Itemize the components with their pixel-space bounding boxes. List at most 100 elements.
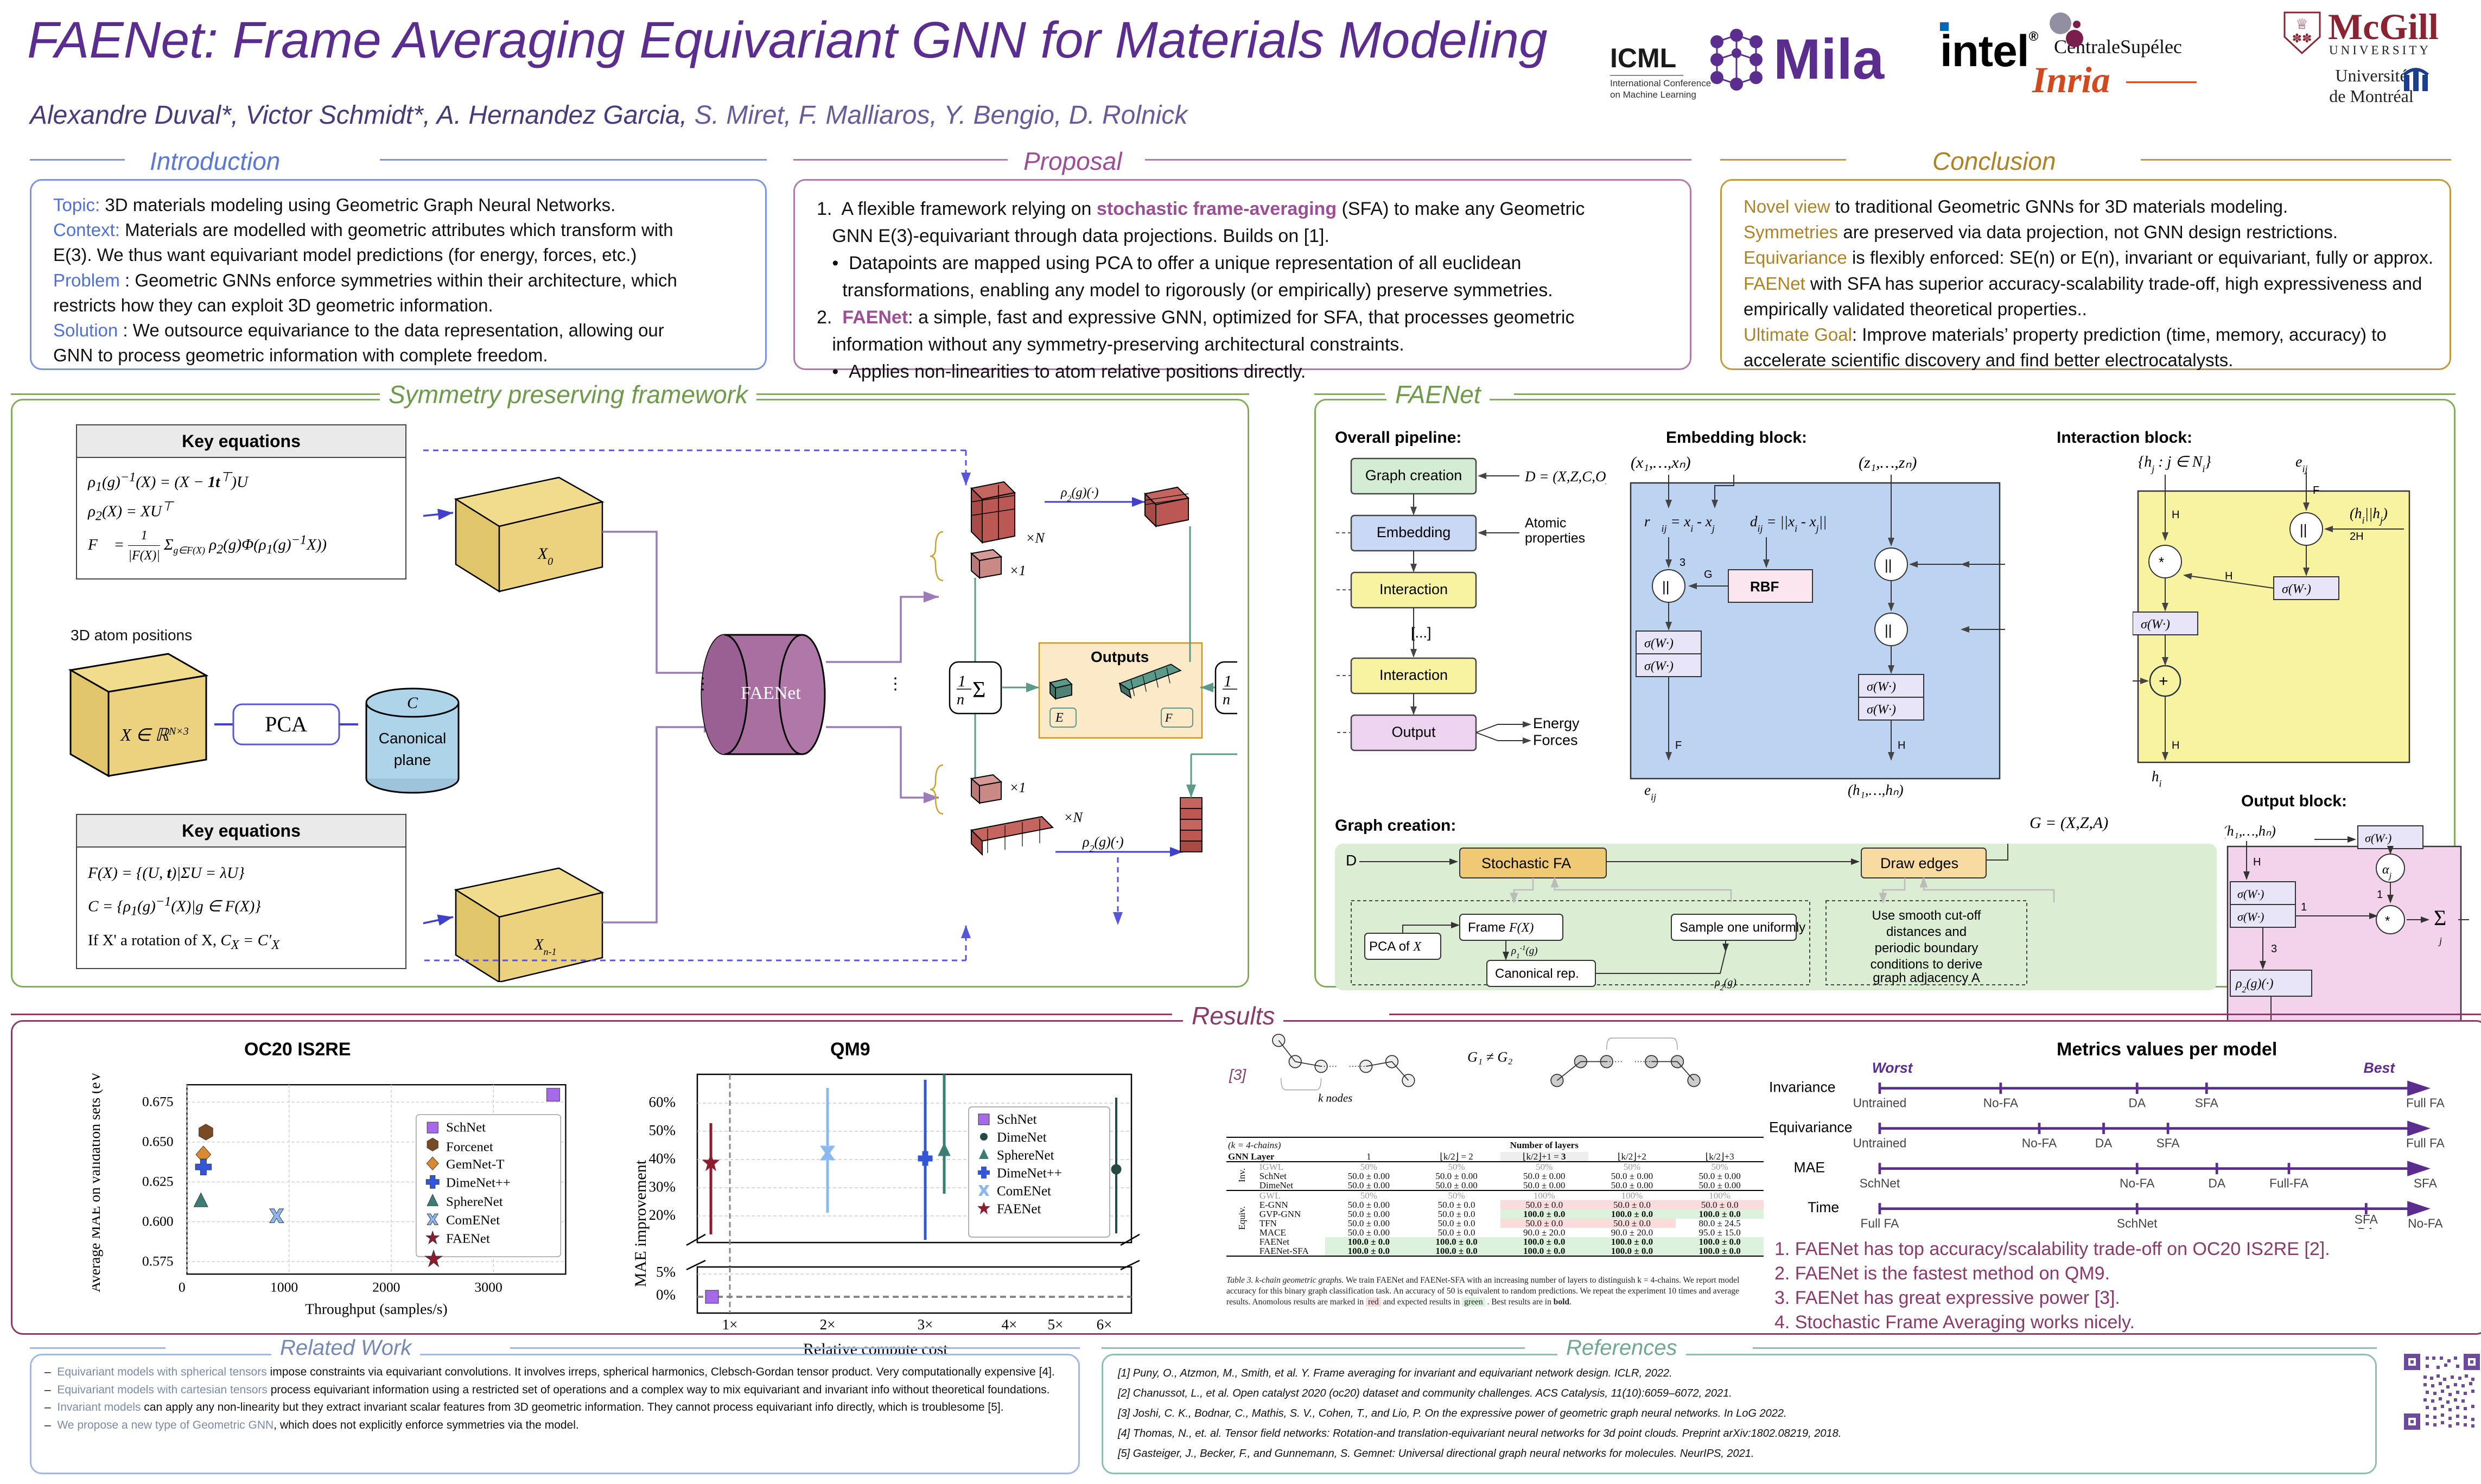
svg-text:Invariance: Invariance — [1769, 1079, 1835, 1095]
svg-text:⋮: ⋮ — [887, 675, 904, 693]
svg-text:properties: properties — [1525, 531, 1585, 546]
svg-text:Forces: Forces — [1533, 732, 1578, 748]
svg-text:σ(W·): σ(W·) — [2141, 617, 2170, 632]
svg-text:Untrained: Untrained — [1853, 1096, 1907, 1110]
svg-text:×N: ×N — [1064, 810, 1084, 825]
svg-text:GemNet-T: GemNet-T — [446, 1157, 504, 1171]
svg-text:DimeNet++: DimeNet++ — [997, 1166, 1062, 1181]
svg-text:σ(W·): σ(W·) — [2365, 831, 2391, 845]
svg-text:H: H — [1898, 740, 1905, 751]
svg-text:Throughput (samples/s): Throughput (samples/s) — [305, 1301, 447, 1317]
svg-text:Interaction: Interaction — [1379, 581, 1448, 597]
svg-text:3000: 3000 — [474, 1279, 502, 1295]
svg-text:hi: hi — [2152, 768, 2162, 789]
svg-text:DA: DA — [2357, 1225, 2375, 1229]
svg-text:σ(W·): σ(W·) — [1867, 703, 1896, 717]
svg-text:Sample one uniformly: Sample one uniformly — [1680, 920, 1805, 935]
svg-text:Use smooth cut-off: Use smooth cut-off — [1872, 908, 1981, 923]
svg-text:Atomic: Atomic — [1525, 515, 1566, 531]
svg-text:||: || — [2300, 521, 2307, 538]
svg-text:D = (X,Z,C,O): D = (X,Z,C,O) — [1524, 468, 1606, 485]
svg-text:n: n — [1223, 691, 1230, 708]
svg-text:conditions to derive: conditions to derive — [1871, 957, 1983, 972]
svg-text:PCA: PCA — [265, 712, 307, 736]
svg-text:ComENet: ComENet — [997, 1184, 1051, 1199]
svg-text:Full-FA: Full-FA — [2269, 1176, 2309, 1190]
svg-text:Worst: Worst — [1872, 1061, 1913, 1076]
svg-text:0.650: 0.650 — [142, 1133, 174, 1149]
svg-text:(x₁,…,xₙ): (x₁,…,xₙ) — [1631, 456, 1691, 472]
svg-text:FAENet: FAENet — [997, 1202, 1041, 1217]
svg-text:F⃗: F⃗ — [1165, 711, 1182, 724]
svg-text:periodic boundary: periodic boundary — [1875, 941, 1979, 956]
svg-text:Stochastic FA: Stochastic FA — [1481, 855, 1571, 871]
svg-text:40%: 40% — [649, 1150, 676, 1167]
svg-text:Outputs: Outputs — [1091, 648, 1149, 665]
svg-text:Embedding: Embedding — [1377, 524, 1451, 540]
svg-text:MAE: MAE — [1794, 1159, 1825, 1175]
svg-text:⋮: ⋮ — [695, 675, 711, 693]
svg-text:2000: 2000 — [372, 1279, 400, 1295]
svg-text:SFA: SFA — [2414, 1176, 2438, 1190]
svg-text:||: || — [1662, 578, 1670, 595]
svg-text:5×: 5× — [1048, 1316, 1064, 1332]
svg-text:Full FA: Full FA — [2406, 1136, 2445, 1150]
svg-text:SphereNet: SphereNet — [446, 1194, 503, 1209]
svg-text:σ(W·): σ(W·) — [1867, 680, 1896, 694]
svg-text:j: j — [2438, 935, 2442, 946]
svg-text:ρ2(g): ρ2(g) — [1714, 977, 1736, 990]
svg-text:Interaction: Interaction — [1379, 667, 1448, 683]
svg-text:DimeNet: DimeNet — [997, 1130, 1047, 1145]
svg-text:×N: ×N — [1026, 530, 1046, 546]
svg-text:(h₁,…,hₙ): (h₁,…,hₙ) — [2225, 823, 2276, 839]
svg-text:H: H — [2253, 856, 2261, 868]
svg-text:♕: ♕ — [2295, 16, 2308, 32]
svg-text:G: G — [1704, 569, 1713, 581]
svg-text:2H: 2H — [2350, 531, 2364, 543]
svg-text:Energy: Energy — [1533, 715, 1580, 731]
svg-text:PCA of X: PCA of X — [1369, 939, 1422, 954]
svg-text:k nodes: k nodes — [1623, 1031, 1657, 1034]
svg-text:ComENet: ComENet — [446, 1213, 500, 1227]
svg-text:Draw edges: Draw edges — [1880, 855, 1958, 871]
svg-text:0.675: 0.675 — [142, 1094, 174, 1110]
svg-text:SchNet: SchNet — [2117, 1217, 2158, 1229]
svg-text:SphereNet: SphereNet — [997, 1148, 1054, 1163]
svg-text:σ(W·): σ(W·) — [1644, 636, 1674, 651]
svg-text:DimeNet++: DimeNet++ — [446, 1175, 511, 1190]
svg-text:30%: 30% — [649, 1179, 676, 1195]
svg-text:DA: DA — [2095, 1136, 2113, 1150]
svg-text:n: n — [957, 691, 964, 708]
svg-text:1×: 1× — [722, 1316, 738, 1332]
svg-text:Graph creation: Graph creation — [1365, 467, 1462, 483]
svg-text:0.575: 0.575 — [142, 1253, 174, 1269]
svg-text:6×: 6× — [1097, 1316, 1112, 1332]
svg-text:Average MAE on validation sets: Average MAE on validation sets (eV) — [92, 1072, 103, 1292]
svg-text:60%: 60% — [649, 1094, 676, 1110]
svg-text:*: * — [2385, 914, 2390, 928]
svg-text:SFA: SFA — [2355, 1212, 2378, 1226]
svg-text:4×: 4× — [1002, 1316, 1017, 1332]
svg-text:Full FA: Full FA — [2406, 1096, 2445, 1110]
svg-text:F: F — [2313, 485, 2319, 496]
svg-text:D: D — [1346, 852, 1357, 869]
svg-text:Untrained: Untrained — [1853, 1136, 1907, 1150]
svg-text:Best: Best — [2364, 1061, 2396, 1076]
svg-text:FAENet: FAENet — [741, 683, 801, 703]
svg-text:Canonical rep.: Canonical rep. — [1495, 966, 1579, 981]
svg-text:ρ2(g)(·): ρ2(g)(·) — [1060, 486, 1099, 504]
svg-text:ρ2(g)(·): ρ2(g)(·) — [1082, 834, 1124, 854]
svg-text:DA: DA — [2208, 1176, 2225, 1190]
svg-text:✽✽: ✽✽ — [2292, 31, 2312, 45]
svg-text:+: + — [2159, 672, 2168, 690]
svg-text:Time: Time — [1808, 1199, 1839, 1215]
svg-text:MAE improvement: MAE improvement — [632, 1160, 650, 1287]
svg-text:(z₁,…,zₙ): (z₁,…,zₙ) — [1859, 456, 1917, 472]
svg-text:H: H — [2225, 570, 2232, 582]
svg-text:DA: DA — [2128, 1096, 2146, 1110]
svg-text:×1: ×1 — [1009, 563, 1026, 578]
svg-text:No-FA: No-FA — [2022, 1136, 2057, 1150]
svg-text:(h₁,…,hₙ): (h₁,…,hₙ) — [1848, 782, 1904, 798]
svg-text:1: 1 — [958, 672, 966, 690]
svg-text:C: C — [407, 694, 418, 712]
